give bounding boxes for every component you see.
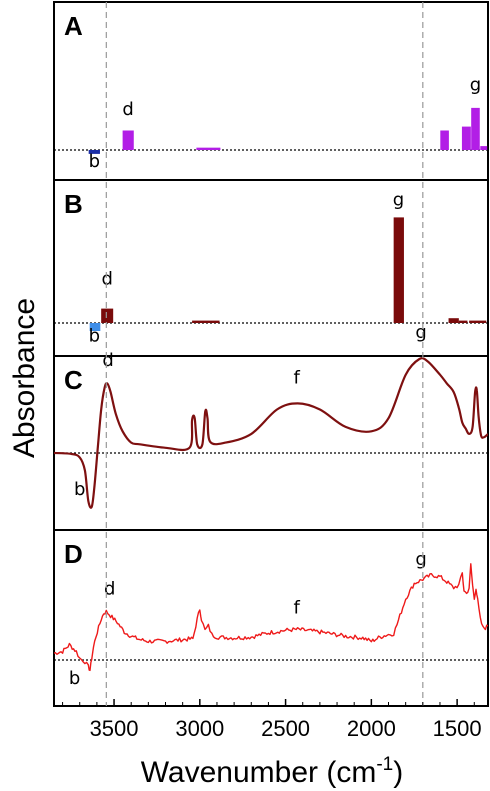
bar — [469, 320, 487, 323]
peak-label-d: d — [104, 579, 115, 600]
bar — [448, 318, 459, 323]
panel-label-C: C — [64, 365, 83, 395]
peak-label-g: g — [415, 549, 426, 570]
panel-data — [88, 107, 488, 154]
bar — [461, 126, 471, 150]
peak-label-b: b — [89, 151, 100, 172]
x-tick-label: 2500 — [261, 716, 310, 741]
bar — [471, 107, 480, 150]
panel-label-D: D — [64, 539, 83, 569]
panel-label-A: A — [64, 11, 83, 41]
peak-label-b: b — [69, 668, 80, 689]
x-axis-title-main: Wavenumber (cm — [141, 756, 377, 789]
panel-frame — [53, 529, 489, 707]
bar — [196, 147, 221, 150]
spectrum-line-C — [54, 357, 488, 509]
bar — [458, 320, 468, 323]
bar — [480, 146, 488, 150]
x-tick-label: 3500 — [90, 716, 139, 741]
bar — [393, 217, 404, 323]
bar — [440, 130, 449, 150]
x-tick-label: 1500 — [433, 716, 482, 741]
bar — [192, 320, 220, 323]
x-tick-label: 2000 — [347, 716, 396, 741]
x-axis-title-superscript: -1 — [376, 754, 393, 775]
panel-D: Db d f g — [53, 529, 489, 707]
panel-data — [54, 563, 488, 672]
peak-label-f: f — [294, 597, 301, 618]
panel-data — [54, 357, 488, 509]
peak-label-d: d — [122, 99, 133, 120]
guide-lines — [105, 2, 424, 706]
x-tick-label: 3000 — [175, 716, 224, 741]
x-axis-title-close: ) — [393, 756, 403, 789]
peak-label-d: d — [102, 350, 113, 371]
bar — [122, 130, 134, 150]
peak-label-d: d — [101, 269, 112, 290]
peak-label-b: b — [74, 479, 85, 500]
bar — [89, 323, 101, 331]
y-axis-title: Absorbance — [8, 298, 41, 458]
peak-label-g: g — [415, 322, 426, 343]
peak-label-b: b — [89, 325, 100, 346]
x-axis-title: Wavenumber (cm-1) — [141, 754, 404, 789]
peak-label-f: f — [294, 367, 301, 388]
bar — [88, 150, 100, 154]
panel-data — [89, 217, 487, 331]
peak-label-g: g — [470, 75, 481, 96]
panel-label-B: B — [64, 189, 83, 219]
x-axis: 3500 3000 2500 2000 1500 — [62, 699, 482, 741]
spectrum-line-D — [54, 563, 488, 672]
bar — [101, 308, 114, 323]
peak-label-g: g — [393, 189, 404, 210]
